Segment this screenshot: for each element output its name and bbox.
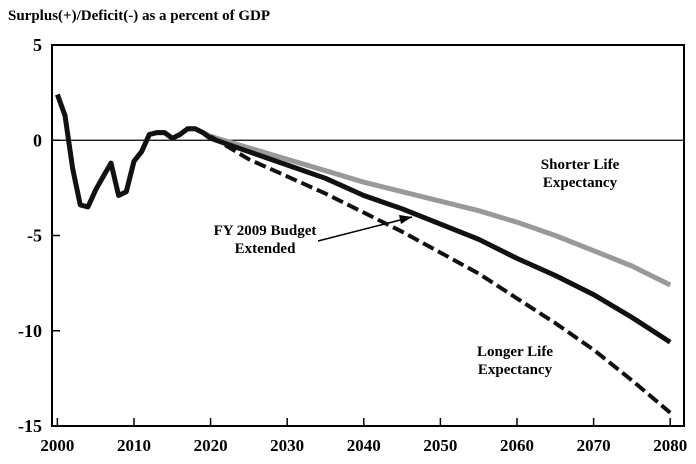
series-line bbox=[55, 93, 672, 345]
chart-title: Surplus(+)/Deficit(-) as a percent of GD… bbox=[8, 8, 270, 24]
x-tick-label: 2040 bbox=[347, 436, 381, 455]
plot-frame bbox=[51, 44, 685, 427]
y-tick-label: 0 bbox=[33, 130, 42, 150]
x-tick-label: 2050 bbox=[423, 436, 457, 455]
series-line bbox=[209, 134, 672, 415]
x-tick-label: 2000 bbox=[40, 436, 74, 455]
y-tick-label: -10 bbox=[18, 321, 42, 341]
y-tick-label: -15 bbox=[18, 416, 42, 436]
label-budget: FY 2009 Budget Extended bbox=[213, 223, 317, 257]
x-tick-label: 2070 bbox=[577, 436, 611, 455]
label-shorter: Shorter Life Expectancy bbox=[540, 157, 620, 191]
label-longer: Longer Life Expectancy bbox=[477, 344, 553, 378]
x-tick-label: 2030 bbox=[270, 436, 304, 455]
y-tick-label: -5 bbox=[27, 226, 42, 246]
y-tick-label: 5 bbox=[33, 35, 42, 55]
x-tick-label: 2020 bbox=[194, 436, 228, 455]
x-tick-label: 2080 bbox=[653, 436, 687, 455]
x-tick-label: 2060 bbox=[500, 436, 534, 455]
x-tick-label: 2010 bbox=[117, 436, 151, 455]
annotation-arrow bbox=[317, 216, 413, 242]
arrow-head bbox=[399, 215, 412, 224]
